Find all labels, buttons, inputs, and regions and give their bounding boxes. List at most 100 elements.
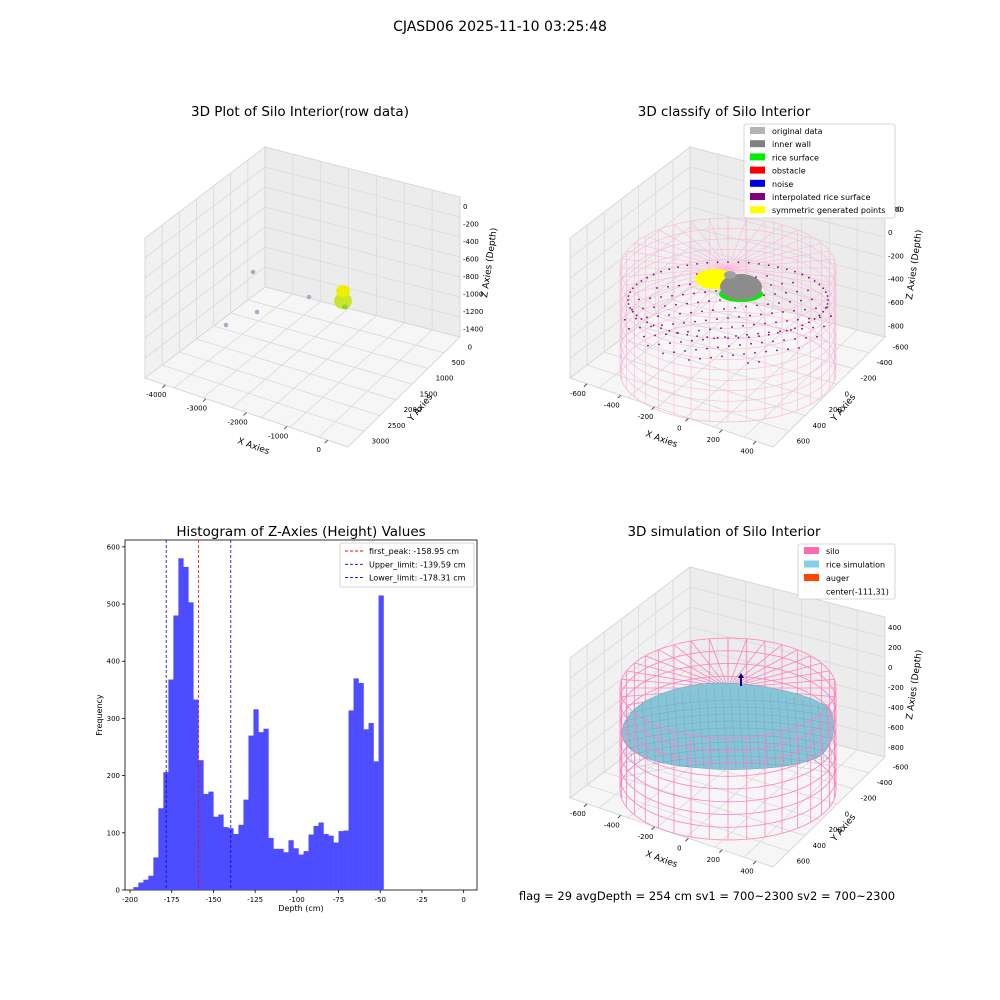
y-tick-label: 200 bbox=[829, 826, 842, 834]
z-tick-label: -800 bbox=[463, 273, 479, 281]
y-tick-label: 1000 bbox=[436, 375, 454, 383]
histogram-bar bbox=[228, 828, 234, 890]
z-tick-label: 0 bbox=[463, 203, 467, 211]
simulation-3d-zlabel: Z Axies (Depth) bbox=[905, 649, 925, 720]
legend-swatch bbox=[750, 127, 765, 134]
histogram-x-tick-label: -150 bbox=[205, 896, 221, 904]
z-tick-label: -1400 bbox=[463, 325, 483, 333]
y-tick-label: 0 bbox=[845, 390, 849, 398]
y-tick-label: -400 bbox=[877, 359, 893, 367]
x-tick-label: 400 bbox=[740, 447, 753, 455]
histogram-x-tick-label: 0 bbox=[461, 896, 465, 904]
histogram-bar bbox=[283, 852, 289, 890]
histogram-legend-label: first_peak: -158.95 cm bbox=[369, 547, 459, 556]
histogram-bar bbox=[143, 879, 149, 890]
legend-label: auger bbox=[826, 574, 850, 583]
histogram-bar bbox=[188, 602, 194, 890]
z-tick-label: 200 bbox=[888, 644, 901, 652]
raw-outlier-point bbox=[306, 294, 312, 300]
histogram-y-tick-label: 400 bbox=[107, 658, 120, 666]
histogram-ylabel: Frequency bbox=[95, 694, 104, 736]
histogram-bar bbox=[223, 827, 229, 890]
y-tick-label: 500 bbox=[452, 359, 465, 367]
legend-swatch bbox=[750, 179, 765, 187]
histogram-bar bbox=[323, 833, 329, 890]
histogram-y-tick-label: 200 bbox=[107, 772, 120, 780]
raw-3d-grid bbox=[144, 154, 461, 438]
y-tick-label: 200 bbox=[829, 406, 842, 414]
histogram-y-tick-label: 600 bbox=[107, 543, 120, 551]
y-tick-label: 600 bbox=[797, 438, 810, 446]
legend-swatch bbox=[750, 166, 765, 174]
histogram-bar bbox=[313, 825, 319, 890]
panel-simulation-3d: 3D simulation of Silo Interior -600-400-… bbox=[568, 524, 925, 875]
histogram-x-tick-label: -125 bbox=[247, 896, 263, 904]
histogram-bar bbox=[233, 833, 239, 890]
legend-swatch bbox=[750, 140, 765, 148]
simulation-3d-title: 3D simulation of Silo Interior bbox=[627, 524, 821, 540]
panel-raw-3d: 3D Plot of Silo Interior(row data) -4000… bbox=[143, 104, 500, 457]
z-tick-label: -200 bbox=[888, 684, 904, 692]
classify-clusters bbox=[695, 269, 763, 302]
x-tick-label: -1000 bbox=[268, 432, 288, 440]
histogram-bar bbox=[268, 837, 274, 890]
histogram-x-tick-label: -200 bbox=[122, 896, 138, 904]
histogram-bar bbox=[263, 728, 269, 890]
histogram-bar bbox=[178, 558, 184, 890]
z-tick-label: -1200 bbox=[463, 308, 483, 316]
legend-label: obstacle bbox=[772, 167, 806, 176]
z-tick-label-partial: 00 bbox=[895, 206, 904, 214]
raw-3d-ticks: -4000-3000-2000-100000500100015002000250… bbox=[146, 203, 483, 454]
legend-label: noise bbox=[772, 180, 793, 189]
figure-suptitle: CJASD06 2025-11-10 03:25:48 bbox=[393, 19, 607, 35]
histogram-legend-label: Lower_limit: -178.31 cm bbox=[369, 574, 466, 583]
histogram-x-ticks: -200 -175 -150 -125 -100 -75 -50 -25 0 bbox=[122, 890, 466, 904]
y-tick-label: 600 bbox=[797, 858, 810, 866]
histogram-x-tick-label: -175 bbox=[164, 896, 180, 904]
histogram-bar bbox=[258, 732, 264, 890]
histogram-bar bbox=[348, 710, 354, 890]
histogram-bar bbox=[138, 882, 144, 890]
legend-label: original data bbox=[772, 127, 823, 136]
z-tick-label: -600 bbox=[888, 299, 904, 307]
histogram-bar bbox=[168, 679, 174, 890]
raw-3d-zlabel: Z Axies (Depth) bbox=[480, 227, 500, 298]
legend-label: interpolated rice surface bbox=[772, 193, 870, 202]
raw-3d-xlabel: X Axies bbox=[236, 436, 271, 457]
classify-3d-title: 3D classify of Silo Interior bbox=[638, 104, 811, 120]
x-tick-label: 0 bbox=[677, 844, 681, 852]
classify-3d-zlabel: Z Axies (Depth) bbox=[905, 229, 925, 300]
x-tick-label: -400 bbox=[604, 401, 620, 409]
histogram-bar bbox=[273, 848, 279, 890]
histogram-bar bbox=[253, 709, 259, 890]
inner-wall-cluster bbox=[720, 274, 762, 300]
histogram-title: Histogram of Z-Axies (Height) Values bbox=[176, 524, 425, 540]
histogram-bar bbox=[368, 723, 374, 890]
x-tick-label: -200 bbox=[638, 413, 654, 421]
classify-3d-xlabel: X Axies bbox=[644, 429, 679, 450]
histogram-legend: first_peak: -158.95 cm Upper_limit: -139.… bbox=[339, 542, 475, 588]
x-tick-label: 200 bbox=[707, 856, 720, 864]
histogram-bar bbox=[353, 678, 359, 890]
panel-histogram: Histogram of Z-Axies (Height) Values -20… bbox=[95, 524, 478, 913]
z-tick-label: -800 bbox=[888, 322, 904, 330]
histogram-bar bbox=[238, 824, 244, 890]
histogram-bar bbox=[358, 682, 364, 890]
x-tick-label: 0 bbox=[316, 446, 320, 454]
histogram-legend-label: Upper_limit: -139.59 cm bbox=[369, 560, 466, 569]
histogram-x-tick-label: -50 bbox=[375, 896, 386, 904]
x-tick-label: -2000 bbox=[227, 419, 247, 427]
panel-classify-3d: 3D classify of Silo Interior -600-400-20… bbox=[568, 104, 925, 455]
histogram-bar bbox=[248, 735, 254, 890]
z-tick-label: -1000 bbox=[463, 290, 483, 298]
raw-outlier-point bbox=[250, 269, 256, 275]
histogram-bar bbox=[213, 816, 219, 890]
y-tick-label: -200 bbox=[861, 375, 877, 383]
raw-3d-points bbox=[223, 269, 352, 328]
histogram-bar bbox=[148, 875, 154, 890]
x-tick-label: -4000 bbox=[146, 391, 166, 399]
histogram-y-tick-label: 100 bbox=[107, 829, 120, 837]
histogram-bar bbox=[343, 830, 349, 890]
legend-swatch bbox=[804, 547, 819, 554]
